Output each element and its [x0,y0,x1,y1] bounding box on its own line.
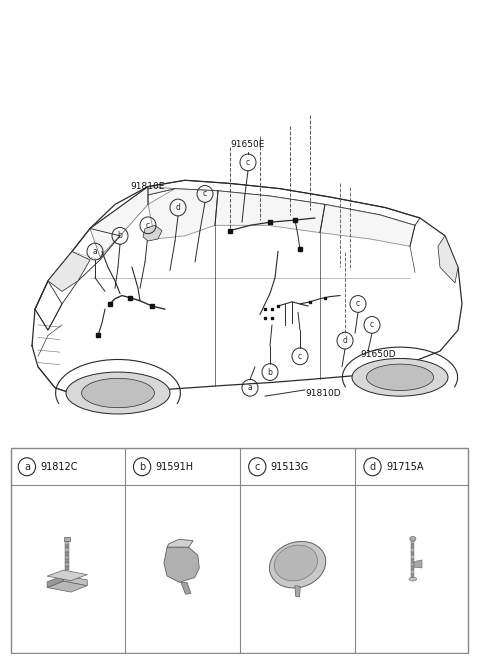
Text: 91513G: 91513G [271,462,309,472]
Ellipse shape [352,359,448,396]
Bar [65,541,69,545]
Text: c: c [370,321,374,329]
Polygon shape [167,539,193,547]
Bar [65,556,69,559]
Polygon shape [414,560,422,568]
Ellipse shape [66,372,170,414]
Polygon shape [320,204,415,246]
Ellipse shape [410,537,416,541]
Bar [65,563,69,566]
Polygon shape [47,576,63,587]
Bar [411,566,414,570]
Text: b: b [118,231,122,240]
Text: d: d [343,336,348,345]
Bar [411,563,414,566]
Bar [411,559,414,563]
Bar [411,548,414,552]
Polygon shape [90,187,175,257]
Text: d: d [176,203,180,212]
Ellipse shape [409,578,417,581]
Text: 91810D: 91810D [305,388,341,397]
Text: c: c [246,158,250,167]
Bar [411,552,414,555]
Text: b: b [139,462,145,472]
Bar [65,566,69,570]
Bar [411,541,414,545]
Bar [411,545,414,548]
Bar [64,537,71,541]
Bar [411,555,414,559]
Bar [65,552,69,556]
Polygon shape [47,570,87,581]
Polygon shape [47,581,87,592]
Text: c: c [254,462,260,472]
Text: 91715A: 91715A [386,462,423,472]
Text: b: b [267,367,273,376]
Text: 91650E: 91650E [231,140,265,149]
Text: c: c [203,189,207,198]
Polygon shape [148,189,218,239]
Ellipse shape [275,545,317,581]
Bar [65,545,69,549]
Ellipse shape [366,364,433,390]
Text: 91591H: 91591H [156,462,193,472]
Text: c: c [146,221,150,230]
Polygon shape [181,582,191,594]
Bar [411,570,414,574]
Polygon shape [63,576,87,585]
Polygon shape [164,547,199,582]
Polygon shape [295,586,300,597]
Text: a: a [24,462,30,472]
Text: a: a [248,383,252,392]
Text: 91650D: 91650D [360,350,396,359]
Text: c: c [298,352,302,361]
Text: 91810E: 91810E [131,182,165,191]
Bar [411,574,414,578]
Bar [65,549,69,552]
Text: d: d [370,462,375,472]
Polygon shape [143,225,162,241]
Ellipse shape [269,541,326,588]
Text: 91812C: 91812C [40,462,78,472]
Text: a: a [93,247,97,256]
Bar [65,559,69,563]
Polygon shape [438,236,458,283]
Polygon shape [48,252,90,291]
Text: c: c [356,300,360,308]
Polygon shape [215,191,325,233]
Ellipse shape [82,378,155,408]
